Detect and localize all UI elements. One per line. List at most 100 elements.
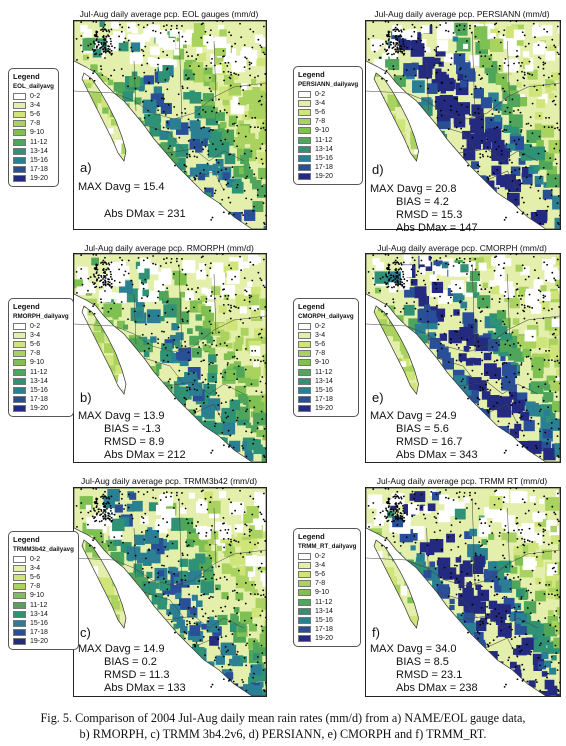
legend-label: 7-8 (30, 350, 41, 358)
legend-swatch (298, 323, 311, 331)
legend-label: 7-8 (315, 118, 326, 126)
legend-entry: 17-18 (13, 395, 69, 404)
legend-swatch (298, 109, 311, 117)
panel-title-b: Jul-Aug daily average pcp. RMORPH (mm/d) (84, 243, 254, 253)
legend-entry: 5-6 (13, 340, 69, 349)
legend-swatch (298, 118, 311, 126)
legend-swatch (13, 350, 26, 358)
legend-swatch (298, 634, 311, 642)
stat-rmsd: RMSD = 23.1 (396, 669, 463, 681)
legend-swatch (13, 583, 26, 591)
legend-swatch (298, 341, 311, 349)
legend-swatch (13, 332, 26, 340)
panel-label-b: b) (80, 390, 92, 405)
stat-abs-dmax: Abs DMax = 238 (396, 682, 478, 694)
legend-entry: 13-14 (13, 147, 54, 156)
legend-swatch (298, 386, 311, 394)
legend-label: 5-6 (30, 341, 41, 349)
legend-entry: 15-16 (13, 386, 69, 395)
legend-entry: 17-18 (298, 163, 358, 172)
legend-swatch (298, 332, 311, 340)
legend-label: 9-10 (315, 127, 330, 135)
legend-label: 5-6 (315, 109, 326, 117)
caption-line-1: Fig. 5. Comparison of 2004 Jul-Aug daily… (40, 711, 526, 725)
legend-swatch (298, 368, 311, 376)
legend-label: 7-8 (315, 350, 326, 358)
legend-label: 17-18 (30, 628, 48, 636)
legend-swatch (298, 589, 311, 597)
legend-label: 3-4 (30, 102, 41, 110)
legend-swatch (13, 377, 26, 385)
legend-label: 9-10 (30, 129, 45, 137)
legend-label: 13-14 (315, 607, 333, 615)
stat-abs-dmax: Abs DMax = 133 (104, 682, 186, 694)
legend-title: Legend (298, 302, 325, 311)
legend-label: 5-6 (315, 571, 326, 579)
legend-a: Legend EOL_dailyavg 0-2 3-4 5-6 7-8 9-10 11-12 1… (8, 68, 59, 187)
legend-entry: 11-12 (298, 135, 358, 144)
legend-label: 19-20 (315, 634, 333, 642)
legend-entry: 11-12 (13, 137, 54, 146)
legend-entry: 15-16 (298, 154, 358, 163)
legend-label: 11-12 (315, 368, 333, 376)
legend-entry: 15-16 (298, 616, 356, 625)
stat-max-davg: MAX Davg = 34.0 (370, 643, 457, 655)
legend-swatch (298, 598, 311, 606)
legend-entry: 3-4 (298, 561, 356, 570)
legend-label: 3-4 (315, 562, 326, 570)
legend-b: Legend RMORPH_dailyavg 0-2 3-4 5-6 7-8 9-10 11-… (8, 298, 74, 417)
legend-subtitle: CMORPH_dailyavg (298, 313, 354, 320)
legend-label: 5-6 (30, 574, 41, 582)
caption-line-2: b) RMORPH, c) TRMM 3b4.2v6, d) PERSIANN,… (79, 727, 487, 741)
legend-entry: 5-6 (13, 110, 54, 119)
legend-swatch (13, 395, 26, 403)
legend-entry: 9-10 (298, 126, 358, 135)
legend-swatch (298, 145, 311, 153)
legend-d: Legend PERSIANN_dailyavg 0-2 3-4 5-6 7-8 9-10 1… (293, 66, 364, 185)
legend-swatch (298, 127, 311, 135)
legend-label: 15-16 (30, 156, 48, 164)
stat-bias: BIAS = 5.6 (396, 423, 449, 435)
legend-swatch (13, 341, 26, 349)
legend-subtitle: TRMM3b42_dailyavg (13, 546, 74, 553)
legend-subtitle: TRMM_RT_dailyavg (298, 543, 357, 550)
legend-entry: 7-8 (298, 349, 354, 358)
legend-label: 7-8 (315, 580, 326, 588)
legend-entry: 5-6 (298, 570, 356, 579)
legend-entry: 11-12 (298, 367, 354, 376)
legend-swatch (298, 580, 311, 588)
legend-swatch (13, 359, 26, 367)
legend-label: 17-18 (315, 395, 333, 403)
map-d (365, 20, 561, 230)
legend-swatch (298, 404, 311, 412)
legend-entry: 17-18 (298, 395, 354, 404)
legend-swatch (298, 616, 311, 624)
legend-swatch (13, 102, 26, 110)
legend-swatch (13, 368, 26, 376)
legend-swatch (13, 601, 26, 609)
legend-entry: 7-8 (298, 117, 358, 126)
panel-title-f: Jul-Aug daily average pcp. TRMM RT (mm/d… (376, 476, 548, 486)
legend-label: 15-16 (315, 616, 333, 624)
legend-label: 9-10 (30, 359, 45, 367)
legend-title: Legend (13, 72, 40, 81)
panel-title-d: Jul-Aug daily average pcp. PERSIANN (mm/… (374, 9, 550, 19)
legend-entry: 19-20 (298, 172, 358, 181)
legend-label: 7-8 (30, 120, 41, 128)
legend-label: 0-2 (30, 556, 41, 564)
legend-entry: 5-6 (298, 108, 358, 117)
panel-title-a: Jul-Aug daily average pcp. EOL gauges (m… (79, 9, 259, 19)
stat-rmsd: RMSD = 16.7 (396, 436, 463, 448)
legend-label: 19-20 (30, 174, 48, 182)
legend-label: 19-20 (315, 404, 333, 412)
legend-label: 11-12 (30, 601, 48, 609)
legend-entry: 17-18 (13, 165, 54, 174)
legend-label: 5-6 (30, 111, 41, 119)
stats-a: MAX Davg = 15.4 Abs DMax = 231 (78, 181, 186, 221)
legend-label: 0-2 (315, 553, 326, 561)
stat-max-davg: MAX Davg = 20.8 (370, 183, 457, 195)
map-b (73, 253, 267, 463)
legend-entry: 17-18 (13, 628, 74, 637)
legend-title: Legend (298, 532, 325, 541)
legend-label: 3-4 (315, 100, 326, 108)
